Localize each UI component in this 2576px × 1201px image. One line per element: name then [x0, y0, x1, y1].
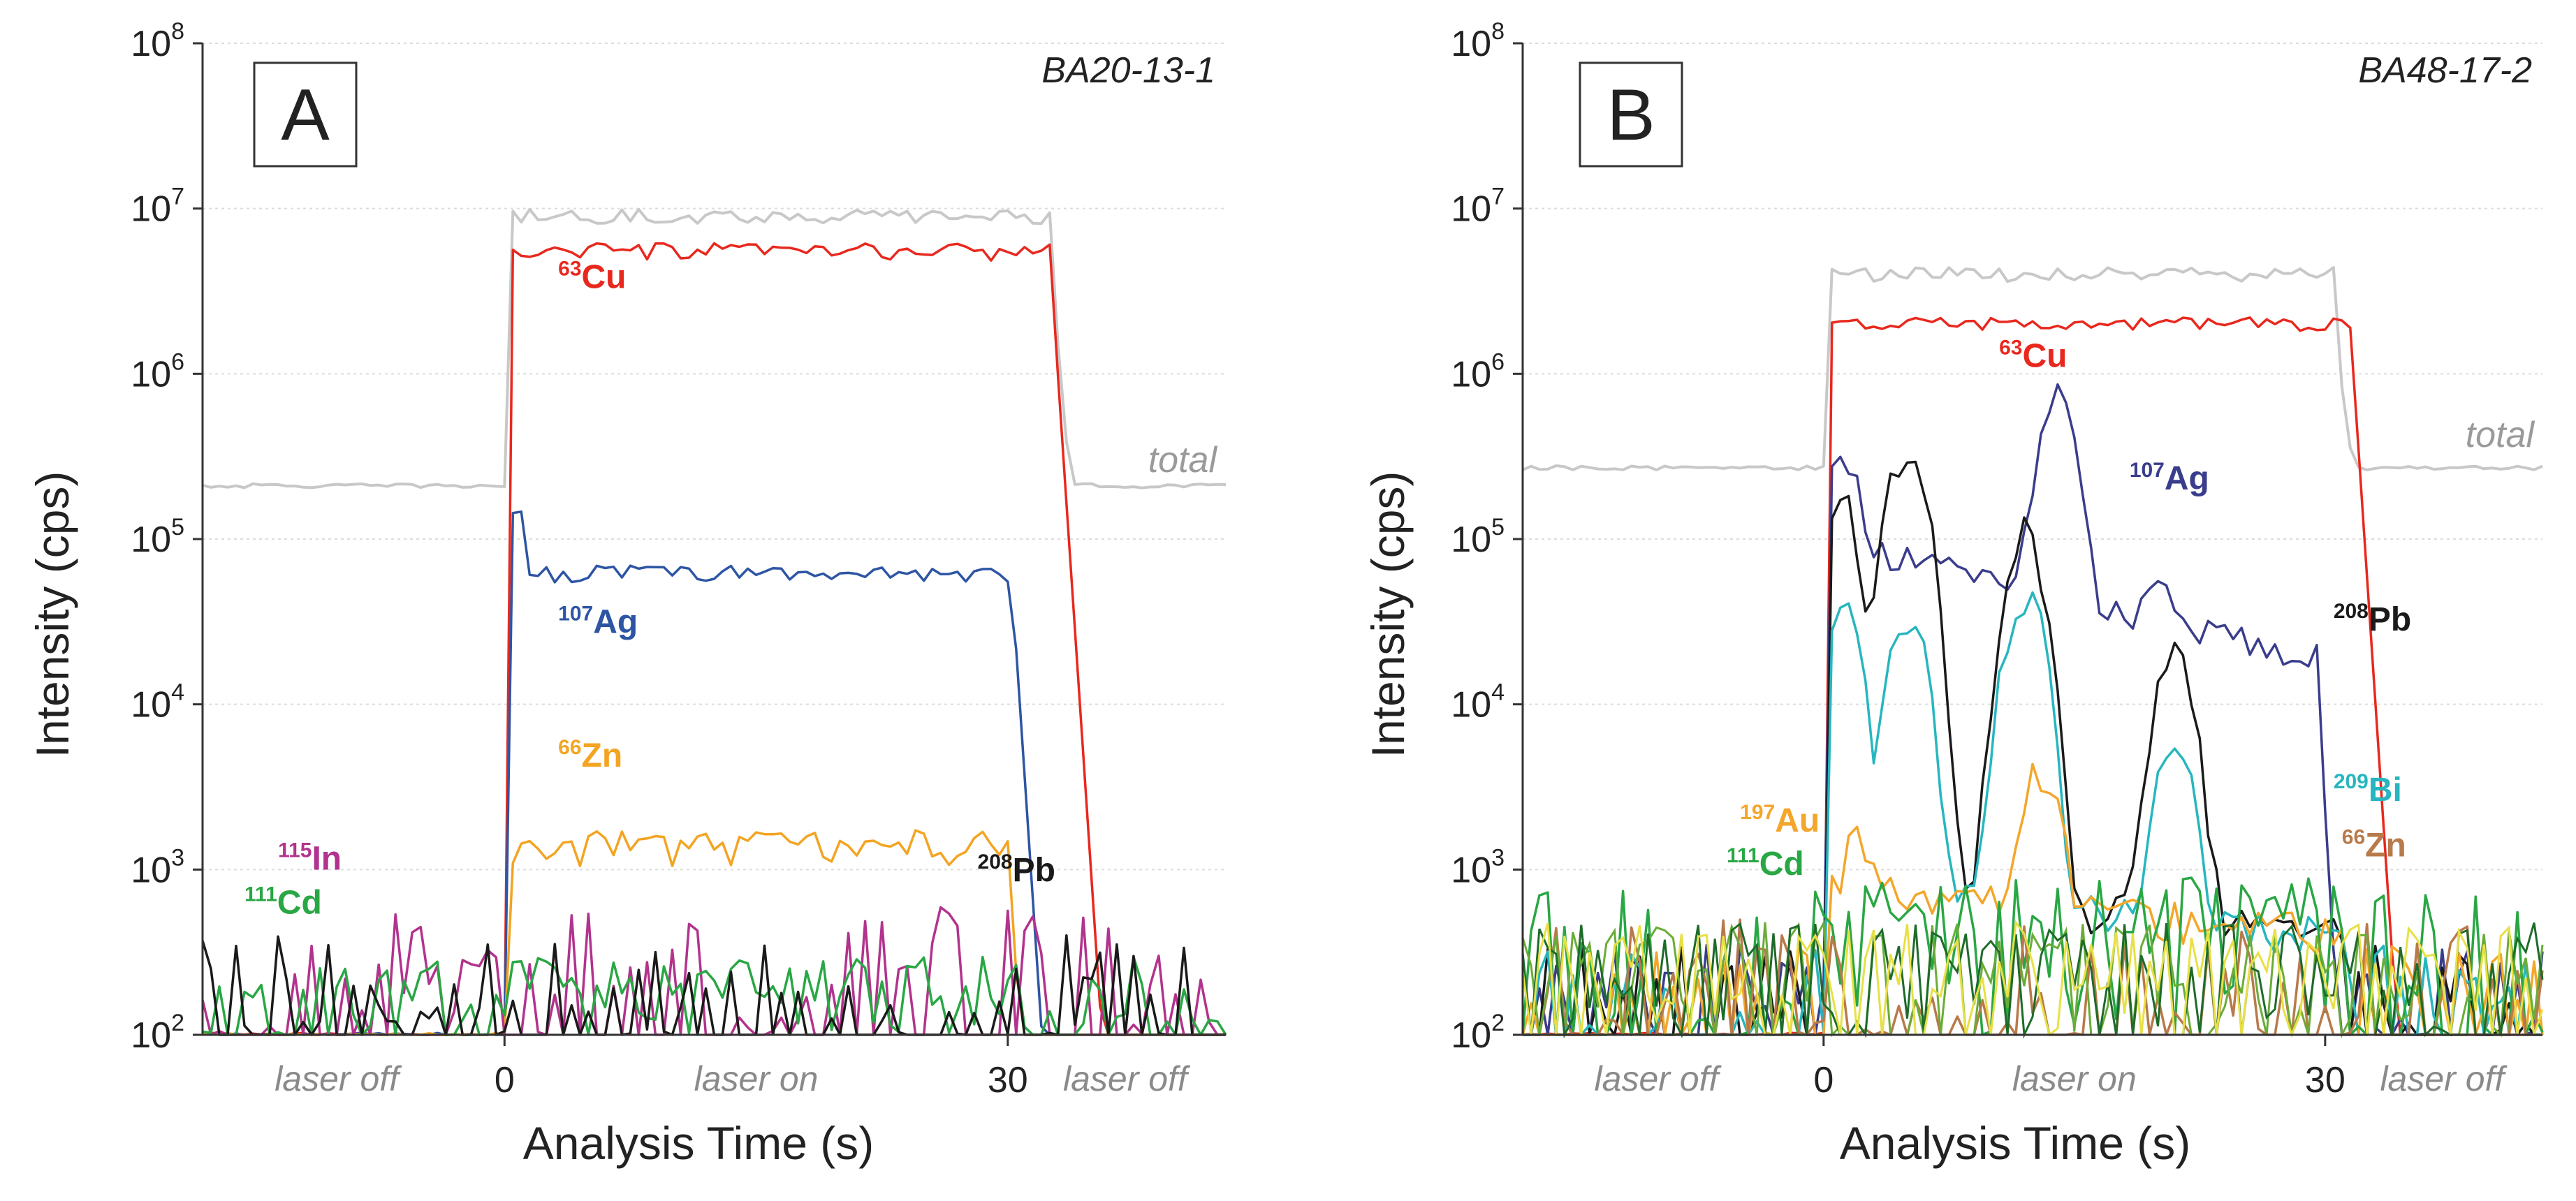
panel-b-region-labels: laser off laser on laser off — [1595, 1059, 2508, 1098]
panel-a-series — [201, 207, 1227, 1036]
panel-a-isotope-labels: 63Cu 107Ag 66Zn 115In 111Cd 208Pb — [244, 258, 1055, 922]
panel-a-x-axis-title: Analysis Time (s) — [523, 1117, 874, 1169]
isotope-label-208Pb: 208Pb — [978, 850, 1055, 889]
series-line-115In — [201, 906, 1226, 1036]
panel-b-y-ticks: 102 103 104 105 106 107 108 — [1451, 18, 1523, 1056]
isotope-label-66Zn: 66Zn — [558, 736, 622, 774]
panel-b: Intensity (cps) Analysis Time (s) 102 103… — [1362, 18, 2544, 1169]
panel-a-y-axis-title: Intensity (cps) — [27, 471, 78, 758]
isotope-label-66Zn: 66Zn — [2342, 826, 2406, 864]
isotope-label-197Au: 197Au — [1740, 801, 1820, 839]
y-tick-label: 108 — [131, 18, 184, 64]
series-line-63Cu — [202, 242, 1226, 1036]
isotope-label-115In: 115In — [278, 839, 342, 877]
x-tick-label: 30 — [988, 1060, 1028, 1100]
y-tick-label: 105 — [1451, 514, 1505, 560]
y-tick-label: 102 — [131, 1010, 184, 1056]
panel-a-region-labels: laser off laser on laser off — [275, 1059, 1191, 1098]
panel-a: Intensity (cps) Analysis Time (s) 102 103… — [27, 18, 1227, 1169]
panel-b-letter: B — [1607, 75, 1655, 156]
isotope-label-208Pb: 208Pb — [2334, 600, 2411, 638]
panel-a-letter-box — [253, 61, 358, 168]
series-line-total — [202, 207, 1227, 489]
series-line-111Cd — [1521, 876, 2544, 1036]
y-tick-label: 103 — [1451, 844, 1505, 890]
region-label: laser off — [275, 1059, 402, 1098]
panel-b-x-axis-title: Analysis Time (s) — [1840, 1117, 2190, 1169]
region-label: laser off — [2380, 1059, 2508, 1098]
series-line-total — [1522, 266, 2543, 471]
x-tick-label: 0 — [1813, 1060, 1834, 1100]
isotope-label-63Cu: 63Cu — [1999, 337, 2067, 375]
panel-b-y-axis-title: Intensity (cps) — [1362, 471, 1414, 758]
panel-a-x-ticks: 0 30 — [495, 1035, 1028, 1100]
panel-a-y-ticks: 102 103 104 105 106 107 108 — [131, 18, 203, 1056]
isotope-label-209Bi: 209Bi — [2334, 770, 2402, 809]
panel-a-letter: A — [281, 75, 330, 156]
isotope-label-107Ag: 107Ag — [2130, 459, 2209, 497]
y-tick-label: 103 — [131, 844, 184, 890]
isotope-label-111Cd: 111Cd — [244, 883, 322, 922]
y-tick-label: 106 — [131, 348, 184, 395]
y-tick-label: 108 — [1451, 18, 1505, 64]
series-line-111Cd — [202, 955, 1227, 1036]
isotope-label-111Cd: 111Cd — [1727, 844, 1804, 883]
noise-trace — [1521, 920, 2544, 1038]
y-tick-label: 107 — [131, 184, 184, 230]
panel-b-sample-label: BA48-17-2 — [2358, 50, 2532, 91]
panel-a-sample-label: BA20-13-1 — [1041, 50, 1215, 91]
region-label: laser off — [1063, 1059, 1191, 1098]
region-label: laser off — [1595, 1059, 1722, 1098]
y-tick-label: 105 — [131, 514, 184, 560]
panel-a-gridlines — [203, 43, 1226, 871]
isotope-label-107Ag: 107Ag — [558, 603, 638, 641]
panel-a-total-label: total — [1148, 440, 1218, 480]
panel-b-isotope-labels: 63Cu 107Ag 208Pb 209Bi 197Au 111Cd 66Zn — [1727, 337, 2411, 883]
panel-b-gridlines — [1523, 43, 2542, 871]
x-tick-label: 0 — [495, 1060, 515, 1100]
y-tick-label: 104 — [1451, 679, 1505, 725]
panel-b-letter-box — [1579, 61, 1683, 168]
series-line-63Cu — [1522, 316, 2542, 1036]
panel-b-series — [1521, 266, 2544, 1039]
region-label: laser on — [694, 1059, 819, 1098]
x-tick-label: 30 — [2305, 1060, 2346, 1100]
y-tick-label: 107 — [1451, 184, 1505, 230]
region-label: laser on — [2012, 1059, 2137, 1098]
y-tick-label: 102 — [1451, 1010, 1505, 1056]
y-tick-label: 104 — [131, 679, 184, 725]
panel-b-x-ticks: 0 30 — [1813, 1035, 2346, 1100]
y-tick-label: 106 — [1451, 348, 1505, 395]
isotope-label-63Cu: 63Cu — [558, 258, 626, 296]
panel-b-total-label: total — [2466, 415, 2535, 455]
